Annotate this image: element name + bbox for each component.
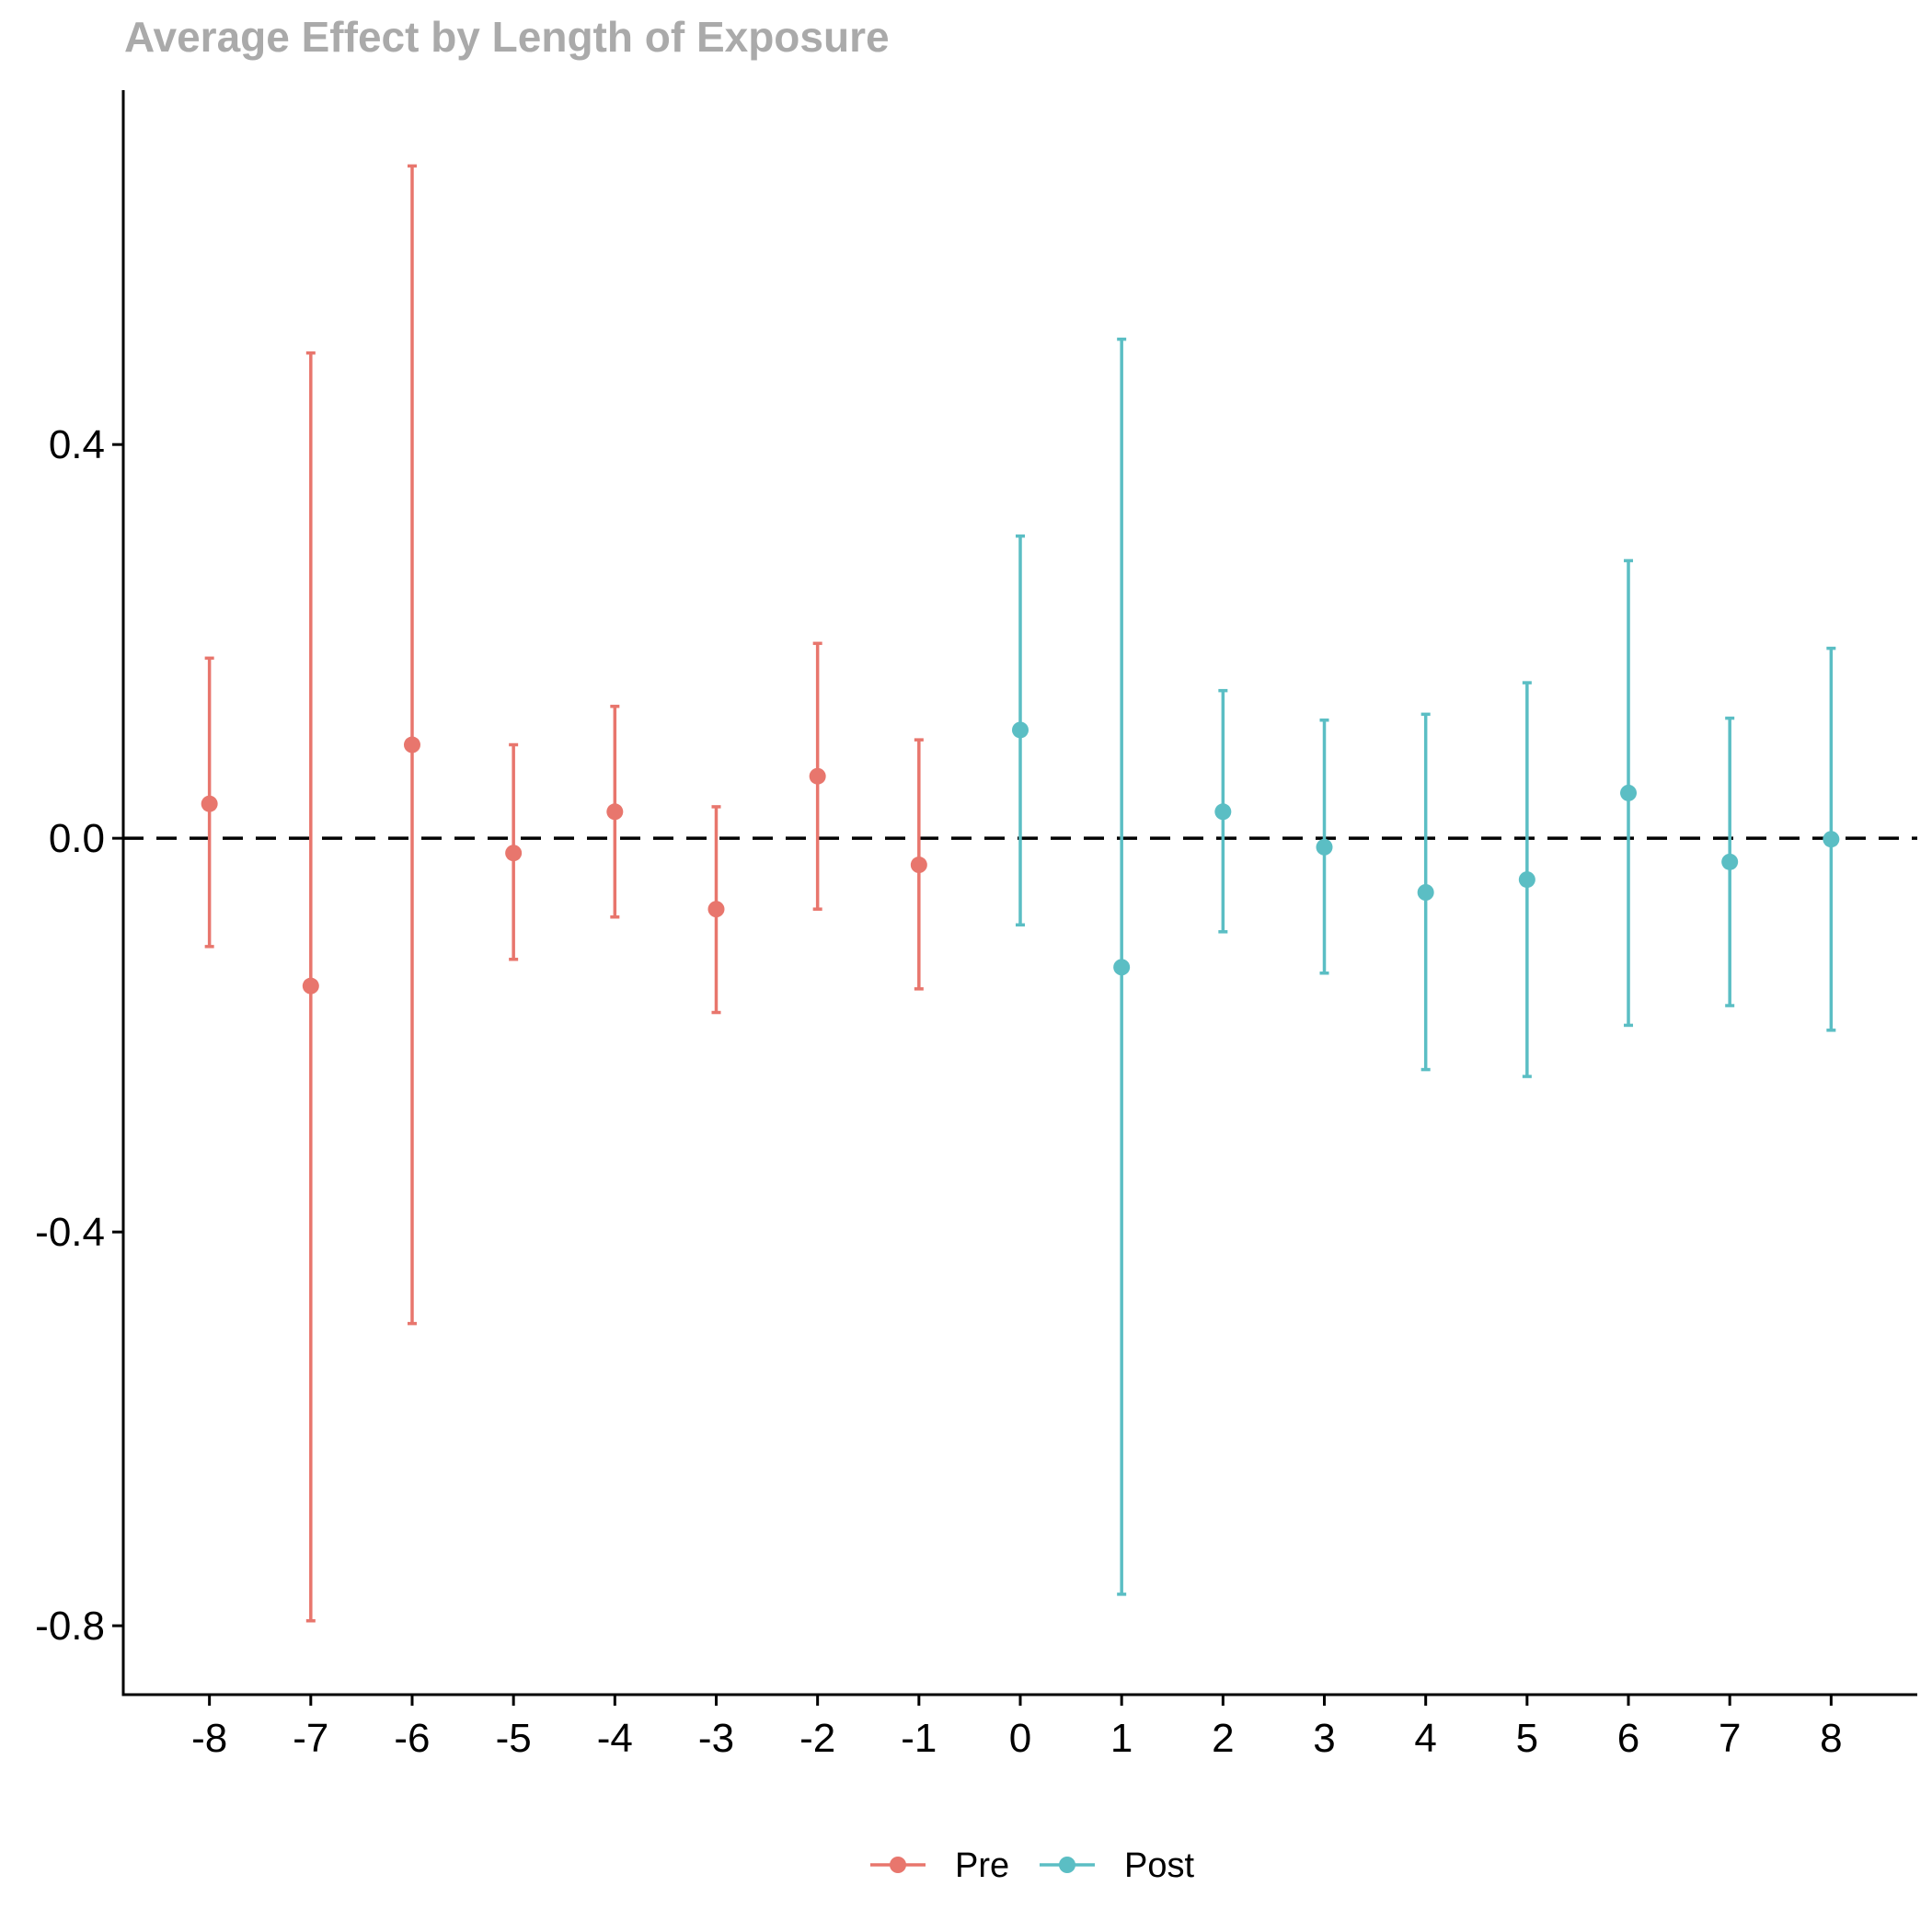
x-tick-label: -7: [293, 1716, 328, 1761]
x-tick-label: 1: [1110, 1716, 1133, 1761]
x-tick-label: 3: [1313, 1716, 1335, 1761]
x-tick-label: -4: [597, 1716, 633, 1761]
x-tick-label: -3: [698, 1716, 734, 1761]
x-tick-label: -8: [191, 1716, 227, 1761]
point-estimate: [1620, 784, 1638, 801]
point-estimate: [606, 803, 624, 821]
x-tick-label: 2: [1212, 1716, 1234, 1761]
point-estimate: [403, 736, 420, 753]
series-pre: [201, 164, 927, 1623]
x-tick-label: -1: [901, 1716, 937, 1761]
y-tick-label: -0.4: [35, 1210, 105, 1255]
point-estimate: [707, 901, 725, 918]
y-tick-label: 0.0: [49, 816, 105, 861]
x-tick-label: -6: [394, 1716, 430, 1761]
point-estimate: [1012, 721, 1029, 739]
x-tick-label: -2: [799, 1716, 835, 1761]
point-estimate: [201, 795, 218, 812]
legend-label: Post: [1124, 1846, 1194, 1885]
point-estimate: [302, 977, 319, 995]
legend: Pre Post: [870, 1846, 1194, 1885]
x-tick-label: 5: [1516, 1716, 1538, 1761]
legend-label: Pre: [955, 1846, 1009, 1885]
legend-item-pre: Pre: [870, 1846, 1009, 1885]
x-tick-label: 4: [1414, 1716, 1436, 1761]
legend-item-post: Post: [1040, 1846, 1194, 1885]
x-tick-label: -5: [496, 1716, 532, 1761]
y-tick-label: -0.8: [35, 1604, 105, 1649]
point-estimate: [1417, 884, 1434, 901]
x-tick-label: 8: [1820, 1716, 1842, 1761]
point-estimate: [1316, 838, 1333, 856]
point-estimate: [910, 857, 927, 874]
point-estimate: [1721, 853, 1739, 870]
x-tick-label: 6: [1617, 1716, 1639, 1761]
point-estimate: [1823, 831, 1840, 848]
legend-key-point: [1059, 1857, 1075, 1873]
series-post: [1012, 337, 1840, 1596]
point-estimate: [1113, 959, 1131, 976]
point-estimate: [505, 845, 523, 862]
y-tick-label: 0.4: [49, 422, 105, 467]
point-estimate: [1518, 871, 1535, 889]
axes: 0.4 0.0 -0.4 -0.8 -8 -7 -6 -5 -4 -3 -2 -1 0 1 2 3 4 5 6 7 8: [35, 90, 1917, 1761]
point-estimate: [1214, 803, 1232, 821]
chart-title: Average Effect by Length of Exposure: [124, 13, 890, 61]
legend-key-point: [890, 1857, 906, 1873]
error-bar-marks: [201, 164, 1840, 1623]
x-tick-label: 0: [1009, 1716, 1031, 1761]
point-estimate: [809, 767, 826, 785]
x-tick-label: 7: [1719, 1716, 1741, 1761]
